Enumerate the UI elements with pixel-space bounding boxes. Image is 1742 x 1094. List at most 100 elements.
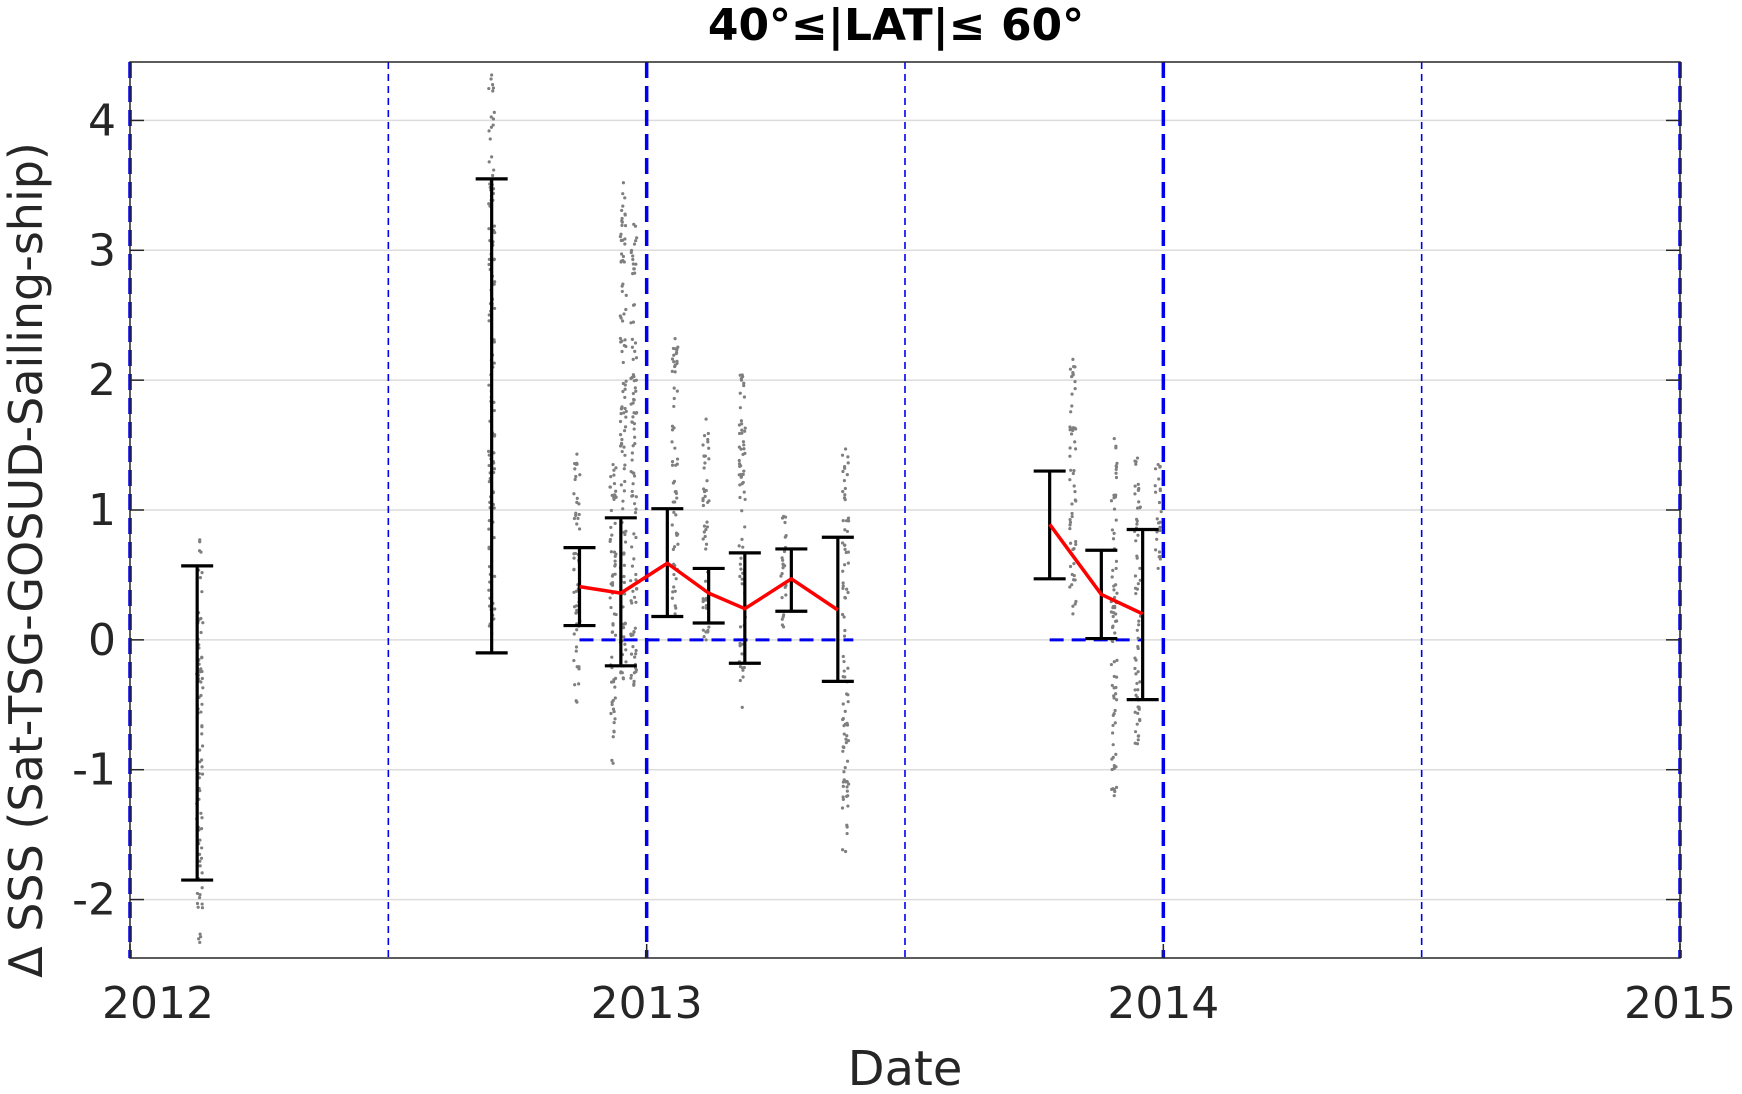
sample-point — [608, 485, 612, 489]
sample-point — [624, 648, 628, 652]
sample-point — [673, 589, 677, 593]
sample-point — [633, 502, 637, 506]
sample-point — [199, 680, 203, 684]
sample-point — [577, 502, 581, 506]
sample-point — [1153, 548, 1158, 552]
sample-point — [613, 685, 617, 689]
sample-point — [841, 784, 845, 788]
sample-point — [493, 306, 497, 311]
sample-point — [632, 557, 636, 561]
sample-point — [780, 556, 784, 560]
sample-point — [672, 510, 676, 514]
sample-point — [634, 578, 638, 582]
sample-point — [611, 623, 615, 627]
sample-point — [1068, 425, 1072, 429]
sample-point — [845, 831, 849, 836]
sample-point — [842, 770, 846, 774]
sample-point — [491, 173, 495, 178]
sample-point — [737, 544, 741, 548]
sample-point — [614, 466, 618, 470]
sample-point — [742, 469, 746, 473]
sample-point — [621, 192, 625, 196]
sample-point — [1109, 499, 1114, 503]
sample-point — [633, 386, 637, 390]
sample-point — [612, 468, 616, 472]
sample-point — [843, 493, 847, 497]
sample-point — [623, 395, 627, 400]
sample-point — [629, 402, 633, 406]
sample-point — [199, 550, 203, 554]
sample-point — [620, 216, 624, 221]
sample-point — [704, 488, 708, 493]
sample-point — [608, 596, 612, 600]
y-tick-label: 4 — [88, 95, 116, 146]
sample-point — [738, 406, 742, 410]
sample-point — [1114, 785, 1119, 790]
sample-point — [842, 732, 846, 736]
sample-point — [1113, 765, 1117, 769]
sample-point — [1136, 488, 1141, 492]
sample-point — [634, 587, 639, 591]
sample-point — [631, 272, 635, 276]
sample-point — [781, 558, 785, 562]
sample-point — [198, 576, 203, 580]
sample-point — [706, 437, 710, 442]
sample-point — [780, 572, 784, 576]
sample-point — [632, 679, 636, 683]
sample-point — [1114, 464, 1118, 468]
sample-point — [610, 630, 614, 634]
sample-point — [613, 633, 618, 637]
sample-point — [1113, 631, 1117, 635]
sample-point — [629, 676, 633, 680]
sample-point — [492, 168, 496, 172]
sample-point — [1111, 743, 1115, 747]
sample-point — [670, 596, 674, 600]
sample-point — [1153, 467, 1158, 471]
sample-point — [1072, 574, 1076, 578]
sample-point — [672, 479, 677, 483]
sample-point — [841, 745, 845, 749]
sample-point — [199, 616, 203, 621]
sample-point — [492, 224, 497, 228]
sample-point — [671, 590, 675, 594]
sample-point — [1111, 755, 1115, 759]
sample-point — [704, 579, 708, 583]
sample-point — [489, 77, 493, 81]
sample-point — [1133, 656, 1137, 660]
sample-point — [487, 202, 491, 206]
sample-point — [621, 507, 625, 511]
sample-point — [619, 444, 623, 448]
sample-point — [1134, 539, 1138, 543]
y-axis-label: Δ SSS (Sat-TSG-GOSUD-Sailing-ship) — [0, 142, 53, 978]
sample-point — [841, 581, 845, 585]
sample-point — [738, 625, 743, 629]
sample-point — [842, 669, 846, 673]
sample-point — [840, 848, 845, 852]
sample-point — [841, 584, 845, 588]
sample-point — [701, 537, 705, 541]
sample-point — [1114, 752, 1118, 757]
sample-point — [487, 319, 491, 323]
sample-point — [1157, 555, 1161, 559]
sample-point — [634, 535, 638, 540]
sample-point — [742, 383, 746, 388]
sample-point — [1068, 454, 1072, 458]
sample-point — [740, 373, 744, 377]
sample-point — [1074, 427, 1078, 431]
sample-point — [630, 564, 635, 568]
sample-point — [631, 415, 635, 419]
sample-point — [845, 734, 849, 738]
sample-point — [575, 608, 579, 612]
sample-point — [843, 486, 847, 491]
sample-point — [1114, 446, 1118, 450]
sample-point — [621, 282, 625, 286]
sample-point — [612, 720, 616, 725]
y-tick-label: 0 — [88, 615, 116, 666]
sample-point — [704, 542, 709, 546]
sample-point — [622, 563, 626, 567]
sample-point — [1114, 475, 1119, 480]
sample-point — [632, 427, 636, 431]
sample-point — [1114, 559, 1119, 563]
sample-point — [1113, 708, 1117, 713]
